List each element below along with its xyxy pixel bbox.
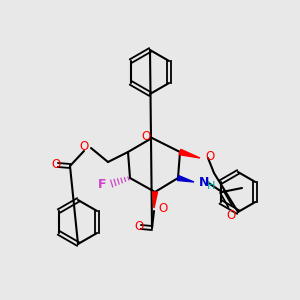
- Text: H: H: [207, 181, 215, 191]
- Text: O: O: [141, 130, 151, 143]
- Text: O: O: [205, 151, 214, 164]
- Text: O: O: [158, 202, 167, 215]
- Polygon shape: [179, 149, 200, 158]
- Text: O: O: [80, 140, 89, 154]
- Text: N: N: [199, 176, 209, 188]
- Text: O: O: [134, 220, 144, 233]
- Text: O: O: [51, 158, 61, 170]
- Polygon shape: [152, 192, 158, 208]
- Polygon shape: [177, 176, 194, 182]
- Text: F: F: [98, 178, 106, 190]
- Text: O: O: [226, 209, 236, 222]
